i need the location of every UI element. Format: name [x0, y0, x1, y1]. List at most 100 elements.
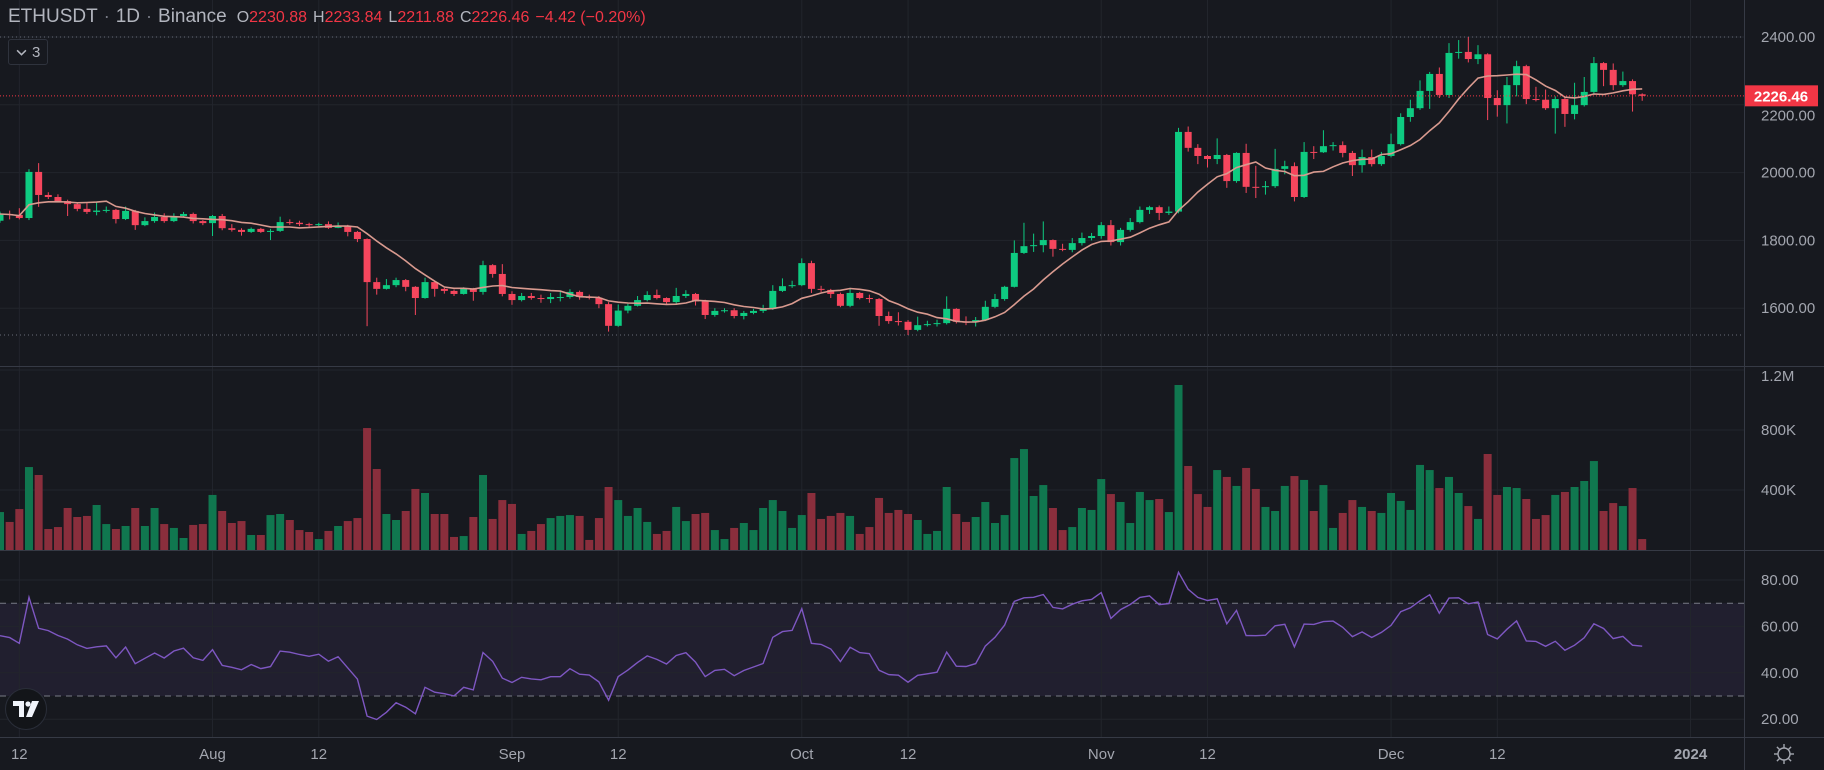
candle — [1252, 165, 1260, 199]
candle — [749, 308, 757, 315]
volume-bar — [517, 533, 526, 550]
volume-bar — [1242, 467, 1251, 550]
candle — [1609, 63, 1617, 91]
candle-body — [151, 217, 159, 222]
candle — [498, 264, 506, 297]
volume-bar — [1300, 479, 1309, 550]
volume-bar — [363, 428, 372, 550]
candle-body — [421, 282, 429, 299]
volume-bar — [1213, 470, 1222, 550]
candle-body — [363, 239, 371, 283]
candle-body — [1387, 144, 1395, 156]
volume-bar — [546, 518, 555, 550]
volume-bar — [1531, 518, 1540, 550]
volume-bar — [585, 539, 594, 550]
candle-body — [257, 228, 265, 232]
price-tick-label: 2200.00 — [1761, 107, 1815, 124]
volume-bar — [730, 527, 739, 550]
volume-bar — [778, 511, 787, 550]
moving-average-line — [0, 73, 1643, 323]
last-price-badge — [1745, 85, 1818, 107]
volume-bar — [614, 500, 623, 550]
candle — [865, 294, 873, 303]
candle-body — [1571, 105, 1579, 114]
last-price-label: 2226.46 — [1754, 88, 1808, 105]
interval[interactable]: 1D — [115, 6, 141, 27]
candle-body — [846, 292, 854, 306]
candle — [363, 238, 371, 327]
candle — [1416, 80, 1424, 110]
volume-bar — [1193, 494, 1202, 550]
volume-bar — [5, 521, 14, 550]
volume-bar — [218, 511, 227, 550]
rsi-tick-label: 80.00 — [1761, 572, 1799, 589]
candle — [305, 222, 313, 227]
symbol-name[interactable]: ETHUSDT — [8, 6, 98, 27]
volume-bar — [382, 514, 391, 550]
volume-bar — [479, 475, 487, 550]
candle — [1368, 149, 1376, 167]
candle — [807, 260, 815, 293]
time-axis-panel — [0, 737, 1744, 770]
volume-bar — [527, 530, 536, 550]
volume-bar — [92, 505, 101, 550]
candle-body — [672, 295, 680, 303]
candle-body — [1580, 91, 1588, 106]
candle-body — [904, 321, 912, 330]
volume-bar — [768, 500, 777, 550]
candle-body — [624, 305, 632, 311]
volume-bar — [314, 539, 323, 550]
candle — [1542, 89, 1550, 110]
volume-bar — [1203, 506, 1212, 550]
settings-gear-icon[interactable] — [1772, 742, 1796, 766]
candle-body — [102, 209, 110, 211]
volume-bar — [450, 536, 459, 550]
candle — [35, 163, 43, 207]
candle-body — [692, 293, 700, 302]
candle-body — [1609, 69, 1617, 86]
candle — [527, 292, 535, 300]
volume-bar — [1493, 494, 1502, 550]
candle — [450, 289, 458, 296]
candle — [170, 213, 178, 223]
candle — [373, 277, 381, 295]
volume-bar — [826, 515, 835, 550]
candle — [1329, 142, 1337, 151]
volume-bar — [633, 508, 642, 550]
legend-separator: · — [103, 6, 110, 26]
close-key: C — [459, 9, 472, 26]
volume-bar — [817, 518, 826, 550]
tradingview-logo[interactable] — [5, 688, 47, 730]
candle-body — [1039, 240, 1047, 246]
volume-bar — [536, 524, 545, 550]
volume-bar — [53, 527, 62, 550]
volume-bar — [1473, 518, 1482, 550]
candle — [1020, 222, 1028, 254]
volume-bar — [160, 524, 169, 550]
candle — [1638, 93, 1646, 101]
candle-body — [1281, 166, 1289, 169]
candle — [556, 290, 564, 302]
indicators-toggle-button[interactable]: 3 — [8, 39, 49, 65]
volume-bar — [1396, 500, 1405, 550]
candle-body — [1126, 222, 1134, 230]
volume-bar — [324, 530, 333, 550]
volume-bar — [247, 535, 256, 550]
candle-body — [527, 295, 535, 299]
candle — [1493, 90, 1501, 117]
candle-body — [1455, 51, 1463, 53]
volume-bar — [131, 508, 140, 550]
candle-body — [286, 222, 294, 224]
candle-body — [1329, 145, 1337, 147]
candle — [1455, 40, 1463, 59]
candle-body — [489, 265, 497, 274]
candle — [923, 320, 931, 327]
candle — [1310, 146, 1318, 160]
time-tick-label: 12 — [1489, 746, 1506, 763]
candle — [894, 312, 902, 326]
candle-body — [131, 210, 139, 226]
candle — [1261, 181, 1269, 195]
rsi-band-fill — [0, 603, 1744, 696]
candle-body — [1368, 157, 1376, 165]
